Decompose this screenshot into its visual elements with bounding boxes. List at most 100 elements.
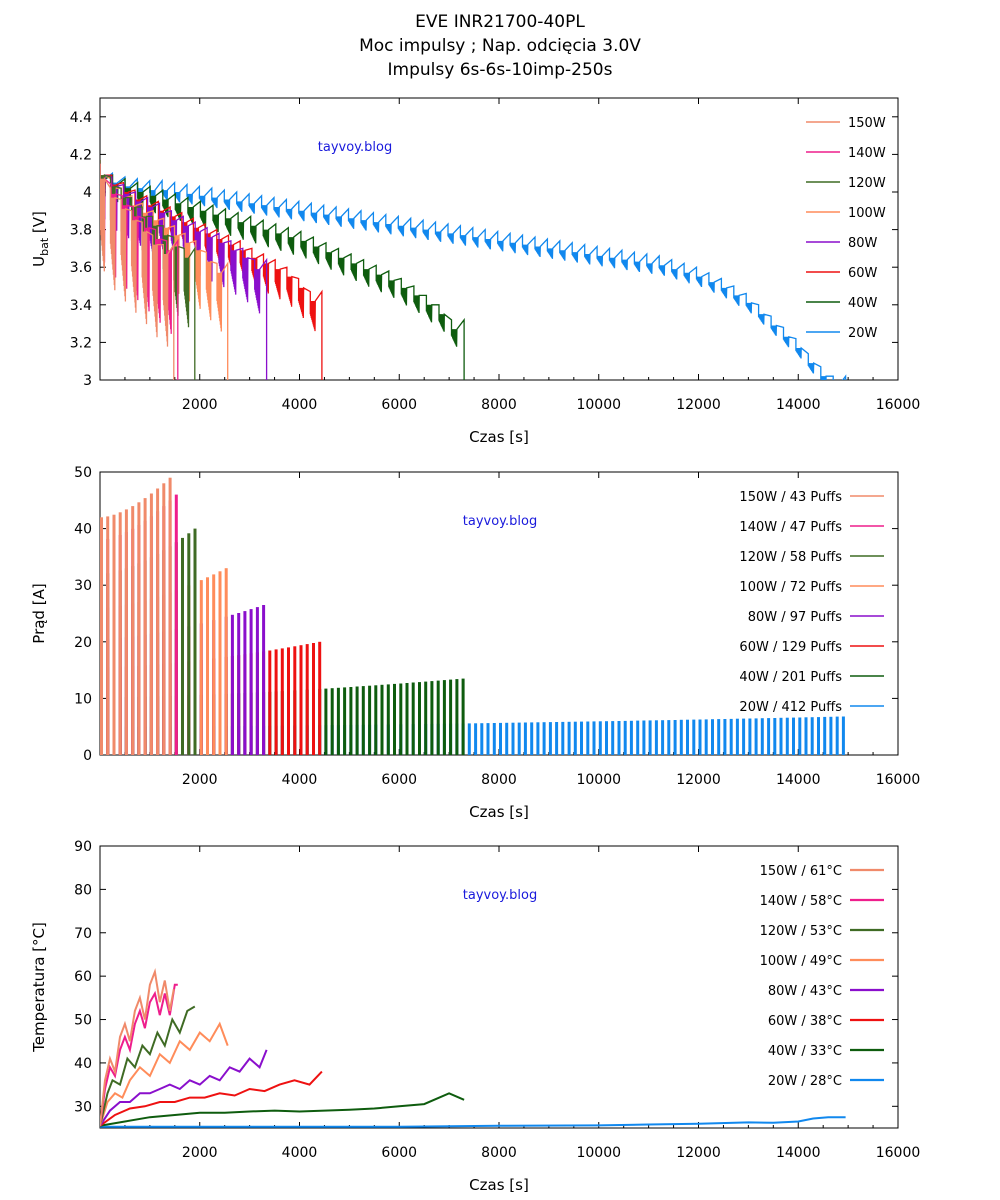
- bar-150W: [149, 493, 153, 755]
- legend: 150W / 43 Puffs 140W / 47 Puffs 120W / 58 …: [739, 490, 884, 715]
- bar-120W: [193, 528, 197, 755]
- legend-label: 80W / 43°C: [768, 984, 842, 999]
- y-axis-label: Temperatura [°C]: [30, 922, 48, 1053]
- series-line-100W: [100, 1021, 229, 1127]
- bar-20W: [823, 716, 827, 755]
- bar-20W: [629, 720, 633, 755]
- y-tick-label: 30: [74, 578, 92, 594]
- legend-label: 80W / 97 Puffs: [748, 610, 843, 625]
- x-tick-label: 2000: [182, 772, 218, 788]
- bar-20W: [679, 719, 683, 755]
- watermark: tayvoy.blog: [318, 140, 392, 155]
- bar-60W: [312, 643, 315, 755]
- x-tick-label: 6000: [381, 397, 417, 413]
- x-tick-label: 14000: [776, 1145, 821, 1161]
- series-line-60W: [100, 1070, 323, 1127]
- y-tick-label: 10: [74, 691, 92, 707]
- bar-60W: [318, 641, 322, 755]
- series-line-40W: [100, 1092, 465, 1127]
- bar-20W: [592, 721, 596, 755]
- y-tick-label: 4.4: [70, 110, 92, 126]
- bar-150W: [137, 502, 141, 755]
- bar-100W: [212, 574, 216, 755]
- bar-150W: [131, 506, 135, 755]
- legend-label: 20W / 412 Puffs: [739, 700, 842, 715]
- bar-60W: [293, 646, 297, 755]
- y-tick-label: 40: [74, 522, 92, 538]
- bar-20W: [686, 719, 689, 755]
- bar-20W: [654, 720, 658, 755]
- bar-40W: [368, 685, 372, 755]
- y-tick-label: 3.6: [70, 260, 92, 276]
- bar-40W: [411, 682, 415, 755]
- bar-20W: [474, 723, 478, 755]
- bar-140W: [174, 494, 178, 755]
- y-tick-label: 3.2: [70, 335, 92, 351]
- bar-20W: [517, 722, 521, 755]
- x-axis-label: Czas [s]: [469, 428, 529, 446]
- legend-label: 100W: [848, 206, 886, 221]
- bar-100W: [224, 568, 228, 755]
- x-tick-label: 2000: [182, 397, 218, 413]
- series-line-150W: [100, 163, 175, 380]
- legend: 150W 140W 120W 100W 80W 60W 40W 20W: [806, 116, 886, 341]
- bar-20W: [480, 723, 484, 755]
- bar-20W: [542, 722, 546, 755]
- bar-40W: [380, 684, 384, 755]
- bar-80W: [237, 613, 241, 755]
- bar-20W: [667, 720, 671, 755]
- x-axis-label: Czas [s]: [469, 803, 529, 821]
- series-line-20W: [100, 1116, 846, 1128]
- y-tick-label: 50: [74, 465, 92, 481]
- bar-80W: [255, 607, 259, 755]
- bar-60W: [299, 645, 303, 755]
- y-tick-label: 70: [74, 926, 92, 942]
- x-tick-label: 2000: [182, 1145, 218, 1161]
- bar-20W: [698, 719, 702, 755]
- bar-40W: [442, 680, 446, 755]
- bar-20W: [804, 717, 808, 755]
- legend-label: 100W / 49°C: [760, 954, 842, 969]
- bar-100W: [199, 580, 203, 755]
- bar-150W: [156, 488, 160, 755]
- bar-20W: [661, 720, 665, 755]
- legend-label: 150W / 43 Puffs: [739, 490, 842, 505]
- bar-100W: [218, 571, 222, 755]
- bar-20W: [561, 721, 565, 755]
- bar-40W: [461, 678, 465, 755]
- x-tick-label: 16000: [876, 1145, 921, 1161]
- y-tick-label: 3: [83, 373, 92, 389]
- y-axis-label: Prąd [A]: [30, 583, 48, 643]
- bar-150W: [118, 512, 122, 755]
- bar-40W: [336, 687, 340, 755]
- legend-label: 60W / 38°C: [768, 1014, 842, 1029]
- x-axis-label: Czas [s]: [469, 1176, 529, 1194]
- chart-panel-temperature: 2000 4000 6000 8000 10000 12000 14000 16000 30 40…: [30, 839, 920, 1194]
- bar-20W: [729, 718, 733, 755]
- bar-20W: [636, 720, 640, 755]
- x-tick-label: 6000: [381, 772, 417, 788]
- legend-label: 120W: [848, 176, 886, 191]
- x-tick-label: 16000: [876, 772, 921, 788]
- bar-40W: [324, 688, 328, 755]
- y-tick-label: 50: [74, 1013, 92, 1029]
- bar-20W: [810, 717, 814, 755]
- bar-40W: [393, 683, 396, 755]
- x-tick-label: 14000: [776, 772, 821, 788]
- legend-label: 60W / 129 Puffs: [739, 640, 842, 655]
- bar-20W: [611, 721, 615, 755]
- legend-label: 20W / 28°C: [768, 1074, 842, 1089]
- bar-20W: [767, 718, 771, 755]
- legend-label: 150W: [848, 116, 886, 131]
- bar-80W: [262, 605, 266, 755]
- bar-60W: [305, 644, 309, 755]
- legend-label: 100W / 72 Puffs: [739, 580, 842, 595]
- legend-label: 40W / 201 Puffs: [739, 670, 842, 685]
- bar-20W: [536, 722, 540, 755]
- bar-20W: [598, 721, 602, 755]
- bar-20W: [567, 721, 571, 755]
- bar-40W: [436, 680, 440, 755]
- bar-40W: [361, 686, 365, 755]
- bar-20W: [692, 719, 696, 755]
